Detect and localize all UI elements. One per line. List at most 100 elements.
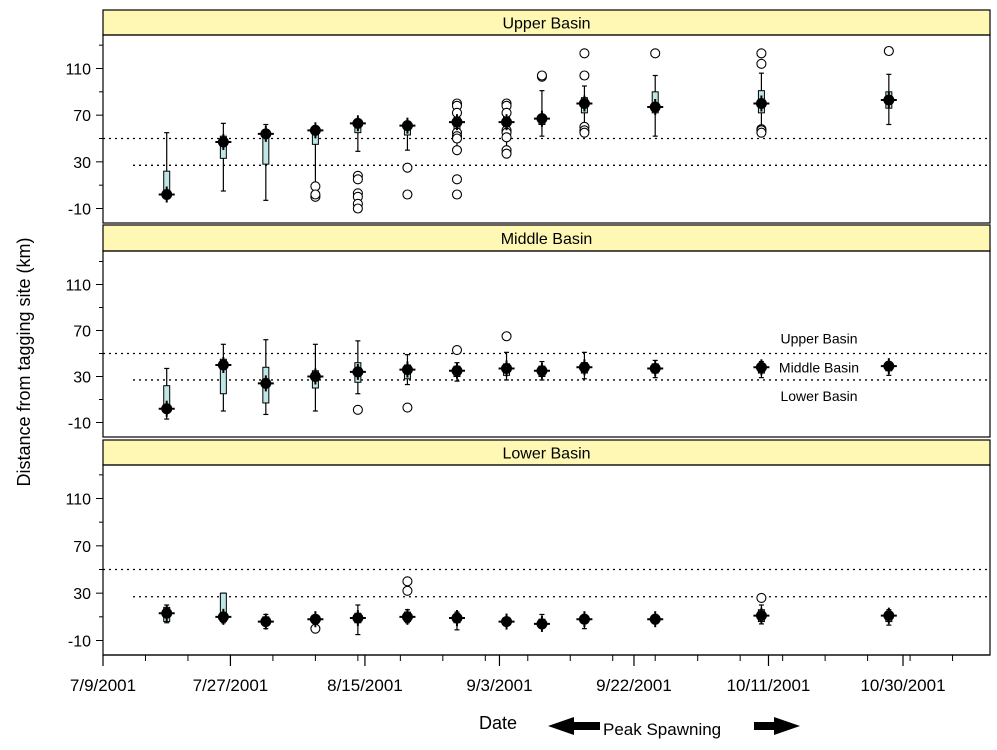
box-group bbox=[880, 358, 897, 376]
panel-lower-basin: Lower Basin -10 30 70 110 bbox=[65, 439, 991, 656]
panel-title: Lower Basin bbox=[502, 446, 590, 463]
panel-title: Middle Basin bbox=[501, 231, 593, 248]
box-group bbox=[448, 610, 465, 631]
outlier-point bbox=[501, 148, 512, 159]
box-group bbox=[215, 122, 232, 192]
outlier-point bbox=[501, 132, 512, 143]
box-group bbox=[753, 592, 770, 625]
outlier-point bbox=[756, 48, 767, 59]
box-group bbox=[880, 45, 897, 126]
box-group bbox=[498, 98, 515, 159]
basin-legend: Upper Basin Middle Basin Lower Basin bbox=[779, 331, 859, 405]
x-axis-label: Date bbox=[479, 713, 517, 733]
x-tick-label: 9/3/2001 bbox=[466, 676, 532, 695]
outlier-point bbox=[756, 127, 767, 138]
x-tick-label: 8/15/2001 bbox=[327, 676, 403, 695]
outlier-point bbox=[650, 48, 661, 59]
box-group bbox=[158, 604, 175, 624]
panel-frame bbox=[102, 250, 991, 438]
outlier-point bbox=[402, 189, 413, 200]
x-tick-label: 7/9/2001 bbox=[70, 676, 136, 695]
outlier-point bbox=[402, 576, 413, 587]
y-tick-label: 110 bbox=[65, 278, 91, 295]
y-tick-label: -10 bbox=[68, 202, 91, 219]
y-tick-label: 110 bbox=[65, 62, 91, 79]
box-group bbox=[448, 98, 465, 200]
outlier-point bbox=[352, 404, 363, 415]
box-group bbox=[647, 359, 664, 379]
box-group bbox=[576, 351, 593, 380]
outlier-point bbox=[352, 174, 363, 185]
box-group bbox=[215, 343, 232, 412]
panels: Upper Basin -10 30 70 110 Middle Basin -10 30 70… bbox=[65, 9, 991, 656]
box-group bbox=[215, 592, 232, 625]
y-tick-label: 30 bbox=[73, 155, 91, 172]
box-group bbox=[498, 613, 515, 630]
box-group bbox=[576, 611, 593, 630]
y-tick-label: -10 bbox=[68, 416, 91, 433]
outlier-point bbox=[501, 331, 512, 342]
outlier-point bbox=[883, 45, 894, 57]
outlier-point bbox=[451, 189, 463, 200]
outlier-point bbox=[451, 174, 463, 185]
y-tick-label: -10 bbox=[68, 634, 91, 651]
box-group bbox=[307, 343, 324, 412]
box-group bbox=[257, 339, 274, 416]
box-group bbox=[399, 354, 416, 413]
panel-frame bbox=[102, 34, 991, 224]
panel-upper-basin: Upper Basin -10 30 70 110 bbox=[65, 9, 991, 224]
outlier-point bbox=[451, 145, 463, 156]
box-group bbox=[399, 117, 416, 200]
box-group bbox=[158, 367, 175, 420]
outlier-point bbox=[579, 127, 590, 138]
outlier-point bbox=[310, 189, 321, 200]
box-group bbox=[349, 115, 366, 214]
legend-entry: Upper Basin bbox=[780, 331, 857, 347]
outlier-point bbox=[451, 133, 463, 144]
x-tick-label: 10/30/2001 bbox=[860, 676, 945, 695]
y-tick-label: 70 bbox=[73, 324, 91, 341]
legend-entry: Lower Basin bbox=[780, 388, 857, 404]
x-tick-label: 9/22/2001 bbox=[596, 676, 672, 695]
box-group bbox=[257, 123, 274, 201]
box-group bbox=[753, 48, 770, 138]
outlier-point bbox=[756, 58, 767, 69]
left-arrow-icon bbox=[548, 717, 600, 735]
peak-spawning-annotation: Peak Spawning bbox=[548, 717, 800, 739]
box-group bbox=[533, 70, 550, 137]
box-group bbox=[307, 122, 324, 202]
box-group bbox=[307, 611, 324, 634]
y-tick-label: 70 bbox=[73, 539, 91, 556]
box-group bbox=[647, 611, 664, 628]
box-group bbox=[257, 613, 274, 630]
x-tick-label: 10/11/2001 bbox=[727, 676, 811, 695]
box-group bbox=[880, 607, 897, 626]
legend-entry: Middle Basin bbox=[779, 359, 859, 375]
outlier-point bbox=[579, 70, 590, 81]
box-group bbox=[349, 604, 366, 636]
y-axis-label: Distance from tagging site (km) bbox=[14, 237, 34, 486]
right-arrow-icon bbox=[754, 717, 800, 735]
outlier-point bbox=[756, 592, 767, 603]
box-group bbox=[533, 360, 550, 381]
box-group bbox=[533, 613, 550, 632]
box-group bbox=[647, 48, 664, 137]
outlier-point bbox=[451, 344, 463, 356]
box-group bbox=[753, 359, 770, 379]
box-group bbox=[399, 576, 416, 625]
outlier-point bbox=[579, 48, 590, 59]
outlier-point bbox=[402, 162, 413, 173]
x-axis: 7/9/2001 7/27/2001 8/15/2001 9/3/2001 9/22/2… bbox=[70, 654, 990, 695]
panel-title: Upper Basin bbox=[502, 16, 590, 33]
box-group bbox=[576, 48, 593, 138]
y-tick-label: 70 bbox=[73, 108, 91, 125]
panel-header bbox=[102, 9, 991, 36]
panel-middle-basin: Middle Basin -10 30 70 110 Upper Basin Middle … bbox=[65, 224, 991, 438]
panel-header bbox=[102, 439, 991, 466]
outlier-point bbox=[536, 70, 547, 81]
panel-header bbox=[102, 224, 991, 252]
y-tick-label: 30 bbox=[73, 370, 91, 387]
outlier-point bbox=[402, 585, 413, 596]
box-group bbox=[158, 132, 175, 203]
